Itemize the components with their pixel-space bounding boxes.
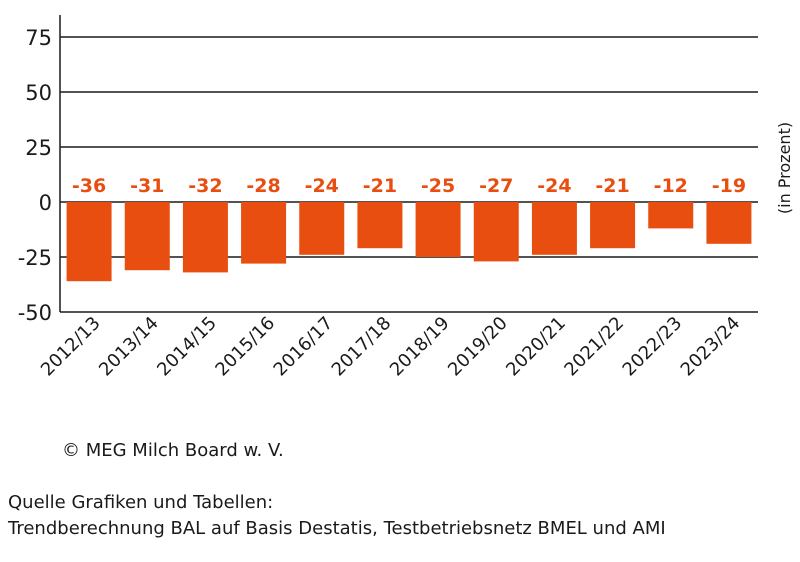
x-tick-label: 2014/15 [153,313,221,381]
data-label: -24 [537,175,571,197]
x-tick-label: 2021/22 [560,313,628,381]
y-tick-label: 75 [25,26,52,50]
data-label: -25 [421,175,455,197]
x-tick-labels: 2012/132013/142014/152015/162016/172017/… [37,313,745,381]
bar [415,202,461,257]
data-label: -19 [712,175,746,197]
bar [590,202,636,249]
bar [241,202,287,264]
data-label: -28 [246,175,280,197]
copyright-text: © MEG Milch Board w. V. [62,440,284,461]
x-tick-label: 2019/20 [444,313,512,381]
data-label: -32 [188,175,222,197]
x-tick-label: 2013/14 [95,313,163,381]
y-tick-label: 0 [39,191,52,215]
bar [124,202,170,271]
bar [357,202,403,249]
grid-lines [60,36,758,313]
data-label: -21 [363,175,397,197]
y-axis-unit-label: (in Prozent) [775,122,794,214]
x-tick-label: 2020/21 [502,313,570,381]
data-label: -27 [479,175,513,197]
x-tick-label: 2017/18 [328,313,396,381]
data-label: -24 [305,175,339,197]
data-label: -12 [654,175,688,197]
data-label: -31 [130,175,164,197]
bar [531,202,577,255]
y-tick-label: -25 [18,246,52,270]
bar [182,202,228,273]
x-tick-label: 2015/16 [211,313,279,381]
data-label: -21 [595,175,629,197]
bar [706,202,752,244]
data-label: -36 [72,175,106,197]
y-tick-label: -50 [18,301,52,325]
bar-chart: 75 50 25 0 -25 -50 -36 -31 -32 -28 -24 -21 -25 -27 -2… [18,15,794,381]
bar [299,202,345,255]
y-tick-label: 50 [25,81,52,105]
bar [473,202,519,262]
x-tick-label: 2018/19 [386,313,454,381]
source-note: Quelle Grafiken und Tabellen: Trendberec… [8,490,666,542]
bar [66,202,112,282]
bar [648,202,694,229]
x-tick-label: 2023/24 [677,313,745,381]
source-line-2: Trendberechnung BAL auf Basis Destatis, … [8,518,666,539]
bars [66,202,752,282]
data-labels: -36 -31 -32 -28 -24 -21 -25 -27 -24 -21 -12 -19 [72,175,746,197]
x-tick-label: 2016/17 [270,313,338,381]
source-line-1: Quelle Grafiken und Tabellen: [8,492,274,513]
x-tick-label: 2022/23 [619,313,687,381]
y-tick-labels: 75 50 25 0 -25 -50 [18,26,52,325]
y-tick-label: 25 [25,136,52,160]
